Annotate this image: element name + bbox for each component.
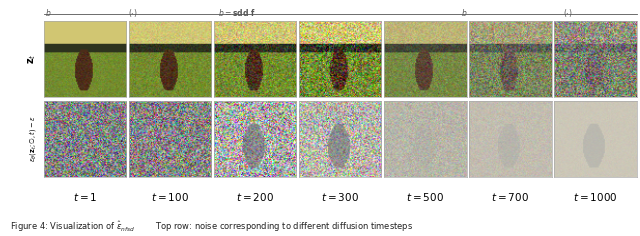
Text: $t = 500$: $t = 500$ — [406, 191, 444, 203]
Text: $b$: $b$ — [45, 7, 51, 18]
Text: $b$: $b$ — [461, 7, 467, 18]
Text: $t = 1000$: $t = 1000$ — [573, 191, 618, 203]
Text: $t = 300$: $t = 300$ — [321, 191, 359, 203]
Text: $t = 200$: $t = 200$ — [236, 191, 274, 203]
Text: $\mathbf{z}_t$: $\mathbf{z}_t$ — [27, 54, 38, 64]
Text: $(\cdot)$: $(\cdot)$ — [563, 7, 573, 19]
Text: $\epsilon_\theta(\mathbf{z}_t;\varnothing,t)-\epsilon$: $\epsilon_\theta(\mathbf{z}_t;\varnothin… — [28, 116, 38, 163]
Text: $b=\mathbf{sdd}$ $\mathbf{f}$: $b=\mathbf{sdd}$ $\mathbf{f}$ — [218, 7, 255, 18]
Text: $(\cdot)$: $(\cdot)$ — [128, 7, 138, 19]
Text: $t = 100$: $t = 100$ — [151, 191, 189, 203]
Text: Figure 4: Visualization of $\hat{\epsilon}_{nfsd}$        Top row: noise corresp: Figure 4: Visualization of $\hat{\epsilo… — [10, 219, 413, 234]
Text: $t = 700$: $t = 700$ — [492, 191, 529, 203]
Text: $t = 1$: $t = 1$ — [72, 191, 97, 203]
